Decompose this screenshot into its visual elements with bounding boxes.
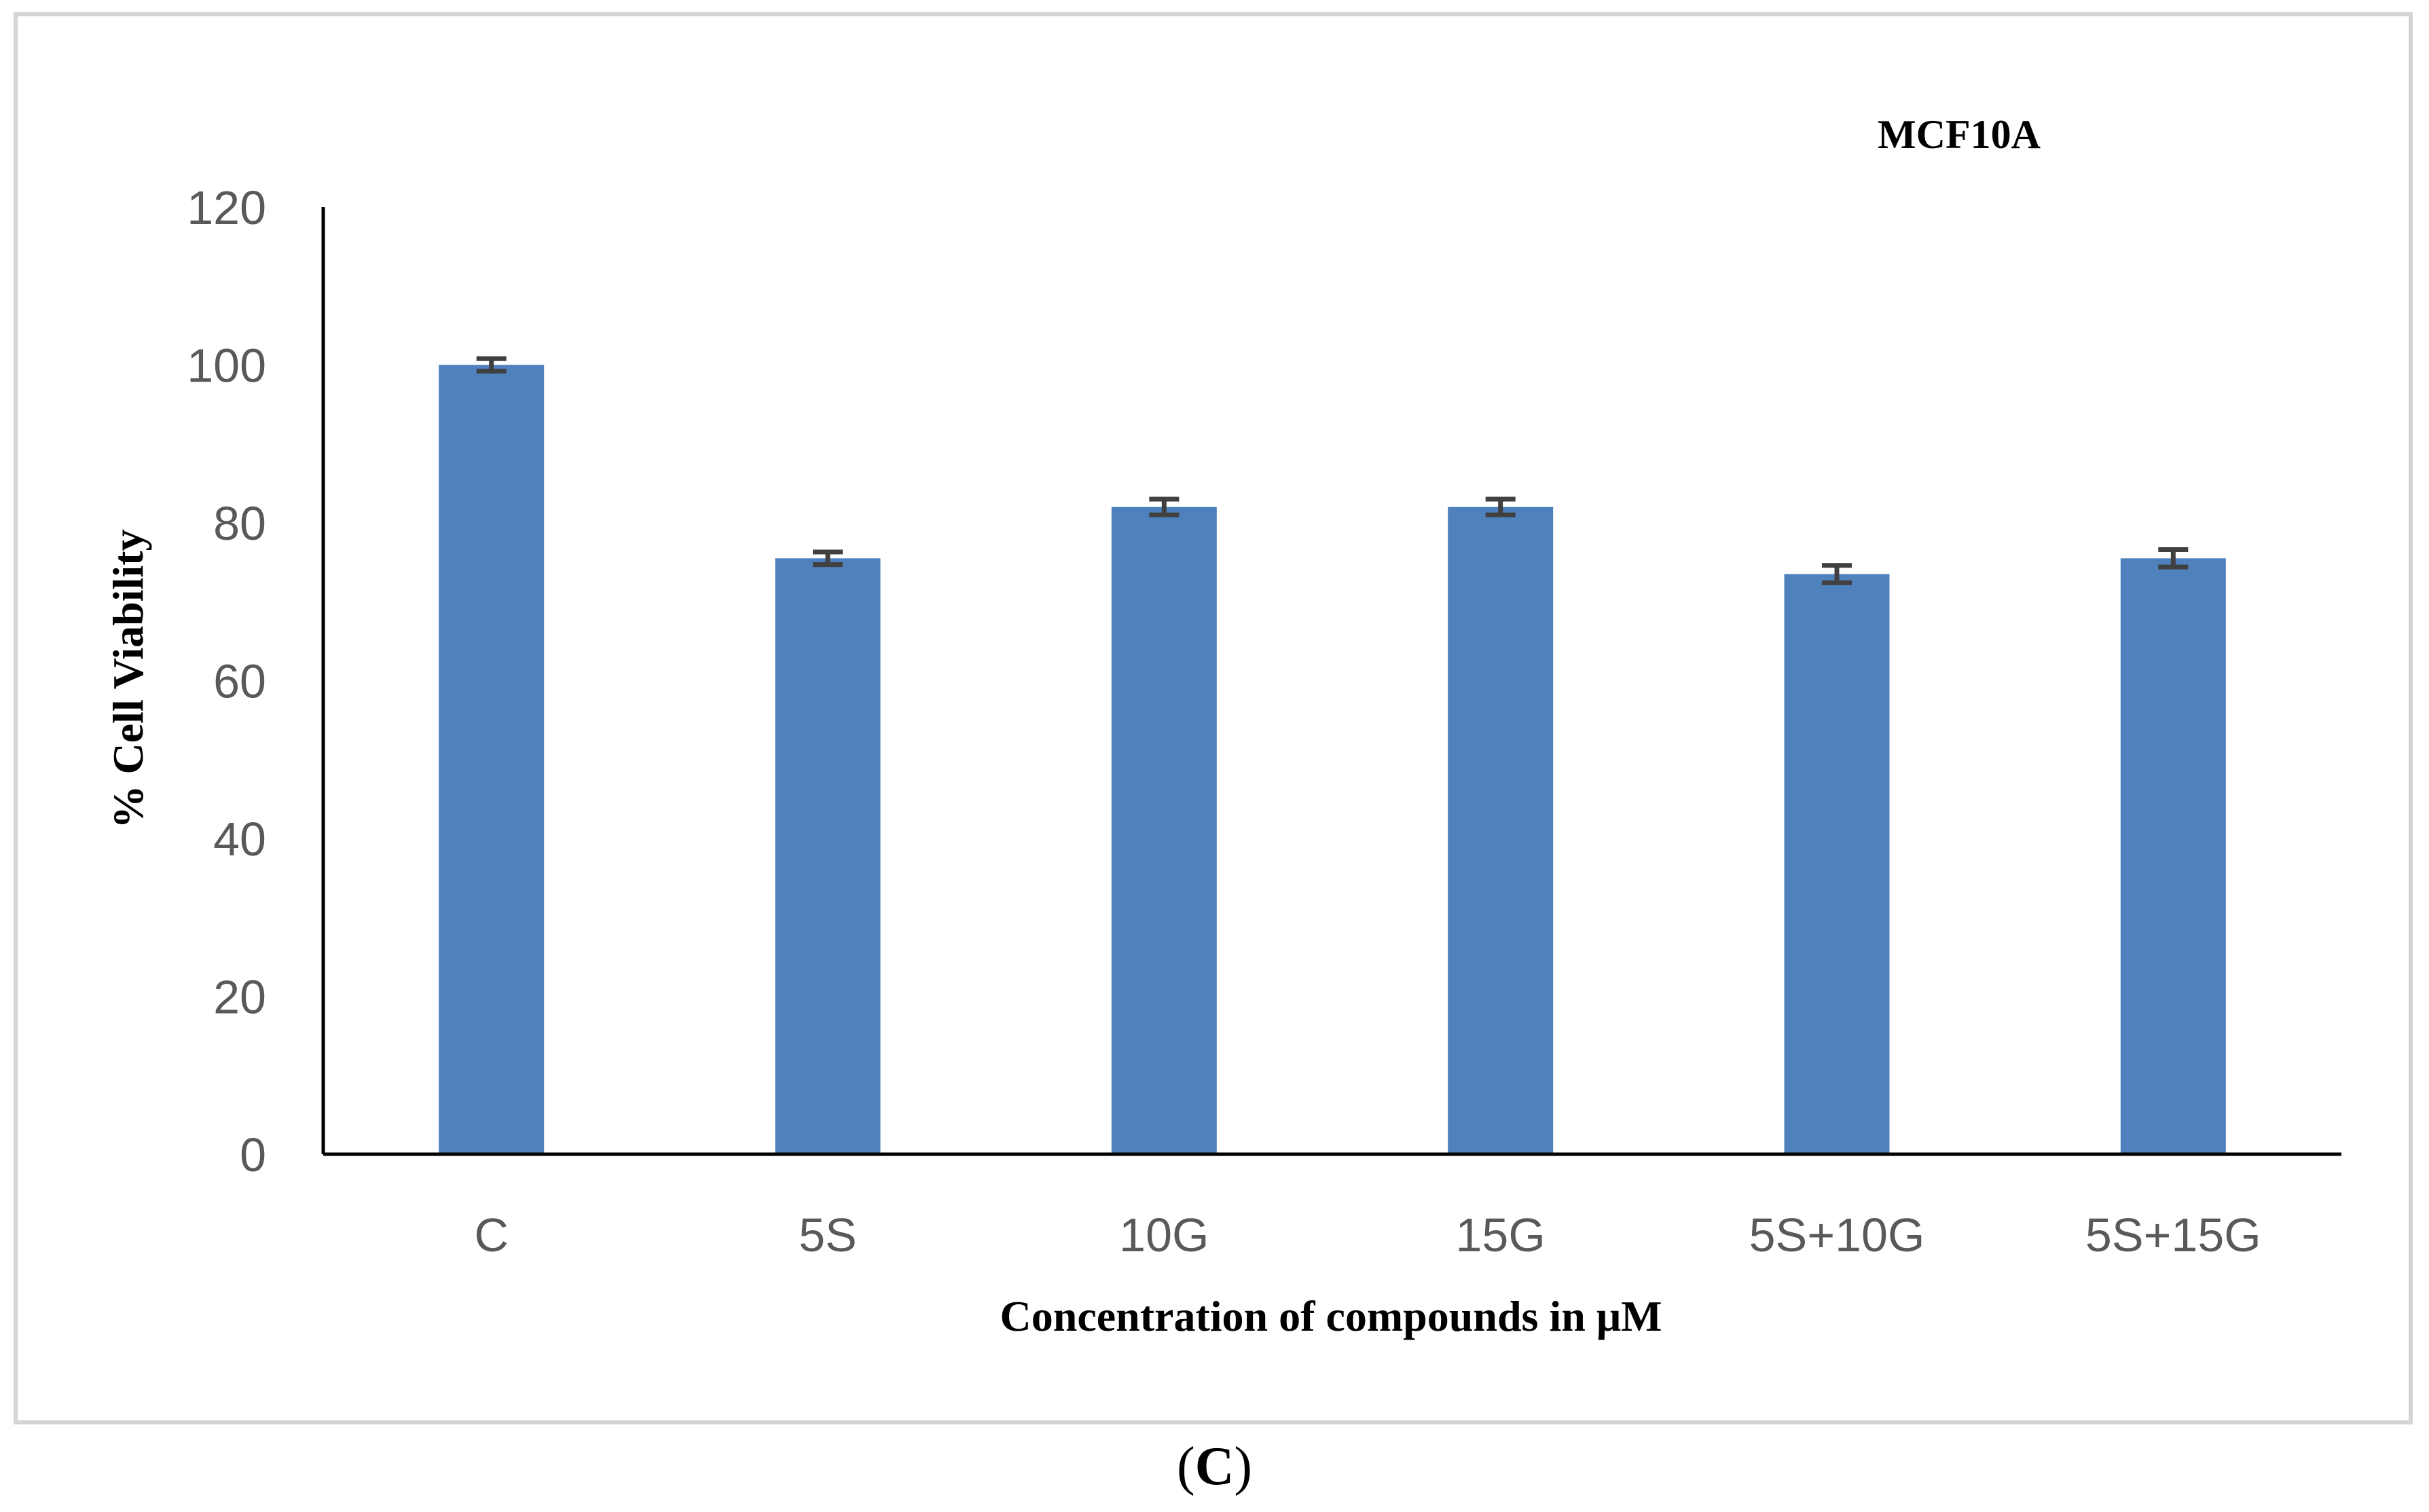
y-tick-label: 20 xyxy=(213,971,266,1024)
bar xyxy=(1111,506,1217,1154)
bar xyxy=(1784,574,1890,1154)
panel-label: (C) xyxy=(1176,1437,1253,1496)
error-bars xyxy=(476,356,2189,585)
bars xyxy=(439,365,2226,1154)
error-bar xyxy=(476,356,507,374)
error-bar xyxy=(813,549,843,568)
x-tick-label: 15G xyxy=(1456,1209,1546,1261)
bar xyxy=(775,558,881,1154)
x-tick-label: 10G xyxy=(1119,1209,1209,1261)
chart-title: MCF10A xyxy=(1878,112,2041,157)
y-tick-label: 0 xyxy=(240,1128,266,1181)
bar xyxy=(2120,558,2226,1154)
bar xyxy=(439,365,545,1154)
x-tick-label: 5S xyxy=(799,1209,857,1261)
x-axis-ticks: C 5S 10G 15G 5S+10G 5S+15G xyxy=(474,1209,2261,1261)
bar xyxy=(1448,506,1554,1154)
y-axis-title: % Cell Viability xyxy=(104,530,152,829)
y-tick-label: 120 xyxy=(187,181,266,234)
error-bar xyxy=(1485,496,1516,517)
x-axis-title: Concentration of compounds in μM xyxy=(1000,1292,1662,1340)
y-tick-label: 80 xyxy=(213,497,266,550)
error-bar xyxy=(1822,563,1852,585)
error-bar xyxy=(2158,547,2189,570)
y-tick-label: 40 xyxy=(213,813,266,866)
y-tick-label: 100 xyxy=(187,339,266,392)
x-tick-label: 5S+10G xyxy=(1749,1209,1925,1261)
error-bar xyxy=(1149,496,1180,517)
y-tick-label: 60 xyxy=(213,655,266,708)
x-tick-label: 5S+15G xyxy=(2085,1209,2261,1261)
x-tick-label: C xyxy=(474,1209,509,1261)
y-axis-ticks: 0 20 40 60 80 100 120 xyxy=(187,181,266,1181)
